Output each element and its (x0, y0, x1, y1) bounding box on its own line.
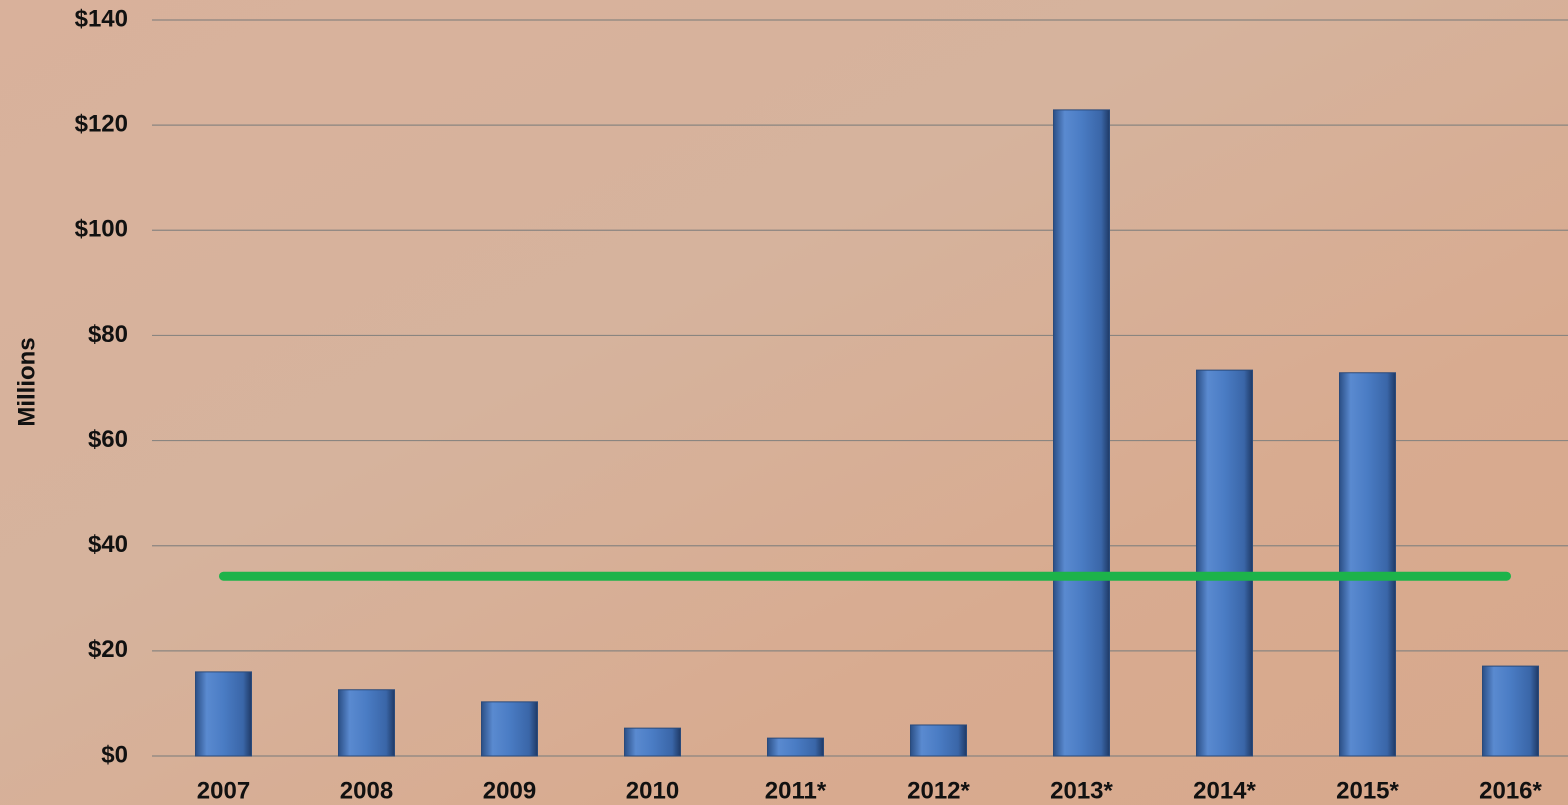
bar (1197, 370, 1253, 756)
chart: Millions $0 $20 $40 $60 $80 $100 $120 $140 2007 2… (0, 0, 1568, 805)
y-tick-label: $0 (101, 741, 128, 768)
x-tick-label: 2009 (483, 777, 536, 804)
bar (1483, 666, 1539, 756)
x-tick-label: 2015* (1336, 777, 1399, 804)
x-tick-label: 2008 (340, 777, 393, 804)
bar (768, 738, 824, 756)
y-tick-label: $60 (88, 426, 128, 453)
x-tick-label: 2007 (197, 777, 250, 804)
bar (1340, 373, 1396, 756)
y-tick-label: $40 (88, 531, 128, 558)
y-tick-label: $80 (88, 321, 128, 348)
bar (1054, 110, 1110, 756)
x-tick-label: 2012* (907, 777, 970, 804)
bar (196, 672, 252, 756)
bar (339, 690, 395, 756)
y-tick-label: $100 (75, 216, 128, 243)
x-tick-label: 2011* (765, 777, 827, 804)
x-tick-label: 2013* (1050, 777, 1113, 804)
y-tick-label: $140 (75, 5, 128, 32)
y-axis-label: Millions (13, 337, 40, 426)
x-tick-label: 2010 (626, 777, 679, 804)
x-tick-label: 2014* (1193, 777, 1256, 804)
bar (482, 702, 538, 756)
x-tick-label: 2016* (1479, 777, 1542, 804)
y-tick-label: $120 (75, 110, 128, 137)
y-tick-label: $20 (88, 636, 128, 663)
bar (625, 728, 681, 756)
bar (911, 725, 967, 756)
page: Millions $0 $20 $40 $60 $80 $100 $120 $140 2007 2… (0, 0, 1568, 805)
